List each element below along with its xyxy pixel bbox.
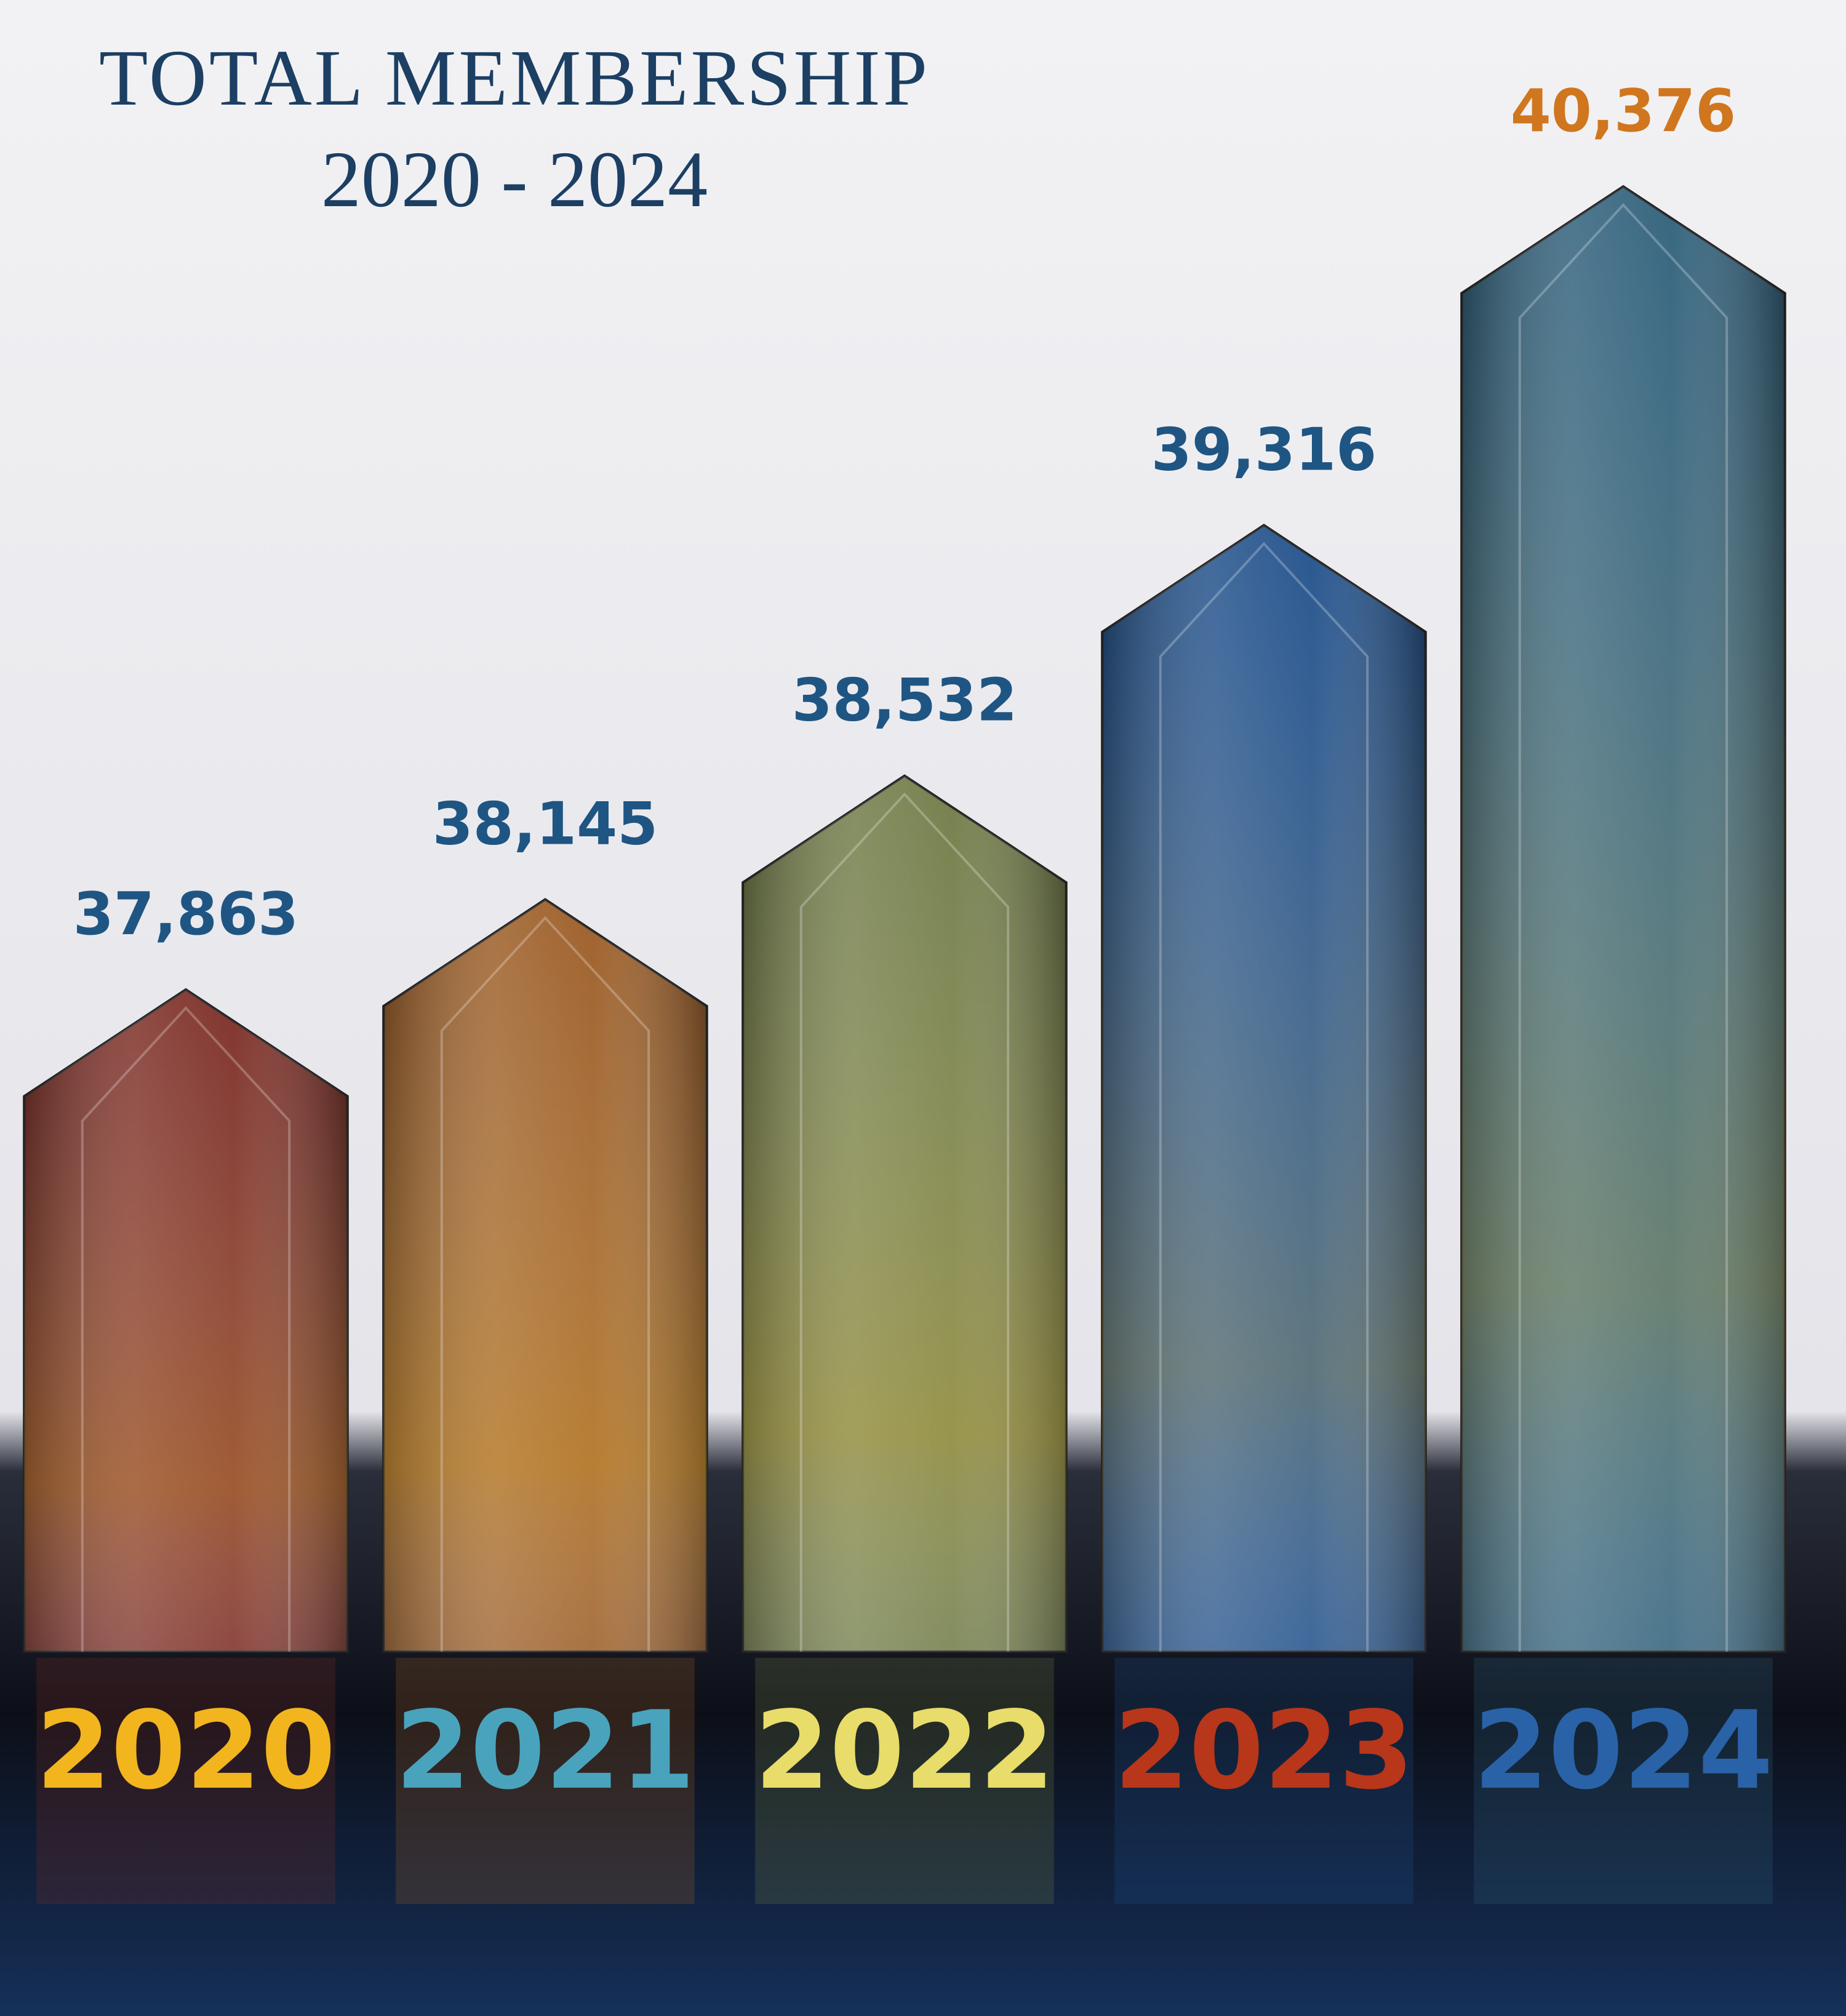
crystal-glow bbox=[1461, 186, 1785, 1652]
plot-area: 37,863 2020 38,145 2021 38,532 2022 39,316 2023… bbox=[23, 78, 1786, 1904]
reflection bbox=[396, 1658, 695, 1904]
crystal-facet bbox=[1518, 203, 1728, 1652]
x-tick-label: 2023 bbox=[1114, 1689, 1413, 1814]
crystal-glow bbox=[743, 775, 1066, 1652]
chart-subtitle: 2020 - 2024 bbox=[321, 135, 708, 224]
chart-title: TOTAL MEMBERSHIP bbox=[99, 34, 930, 122]
crystal-glow bbox=[1102, 525, 1426, 1652]
x-tick-label: 2024 bbox=[1473, 1689, 1773, 1814]
reflection bbox=[1114, 1658, 1413, 1904]
crystal-facet bbox=[799, 792, 1010, 1652]
value-label: 38,145 bbox=[433, 791, 658, 858]
x-tick-label: 2020 bbox=[36, 1689, 335, 1814]
crystal-glow bbox=[24, 990, 348, 1652]
value-label: 40,376 bbox=[1511, 78, 1736, 145]
reflection bbox=[36, 1658, 335, 1904]
crystal-facet bbox=[440, 916, 650, 1652]
crystal-glow bbox=[383, 899, 707, 1652]
crystal-facet bbox=[1159, 542, 1369, 1652]
value-label: 39,316 bbox=[1151, 416, 1377, 484]
reflection bbox=[1474, 1658, 1773, 1904]
value-label: 38,532 bbox=[792, 667, 1018, 735]
crystal-facet bbox=[81, 1006, 291, 1652]
value-label: 37,863 bbox=[73, 881, 299, 948]
reflection bbox=[755, 1658, 1054, 1904]
x-tick-label: 2021 bbox=[395, 1689, 695, 1814]
x-tick-label: 2022 bbox=[754, 1689, 1054, 1814]
